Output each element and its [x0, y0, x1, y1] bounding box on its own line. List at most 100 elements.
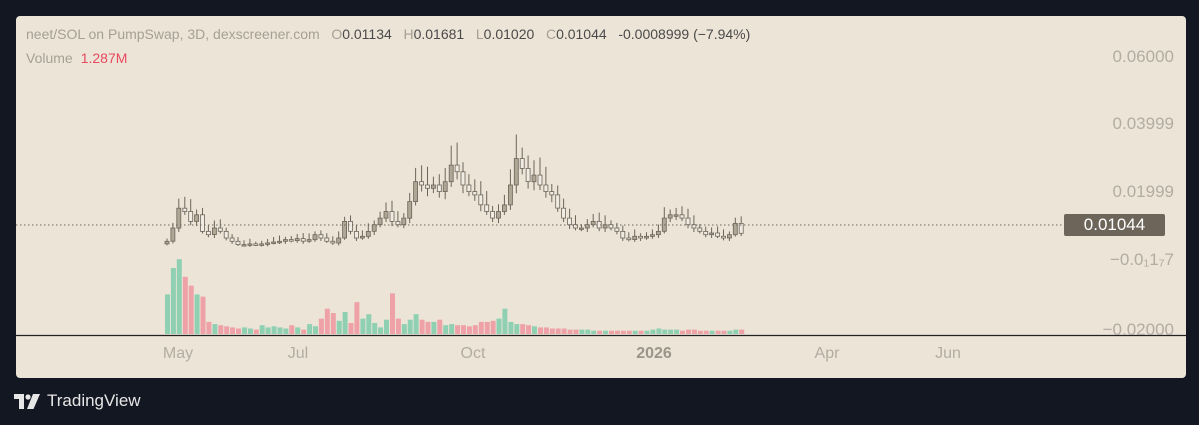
volume-bar — [253, 329, 259, 334]
volume-bar — [603, 330, 609, 334]
volume-bar — [378, 327, 384, 334]
volume-bar — [194, 294, 200, 334]
legend-close-label: C — [545, 26, 557, 42]
candle — [596, 212, 602, 232]
volume-bar — [674, 329, 680, 334]
candle — [229, 234, 235, 244]
candle — [697, 224, 703, 234]
volume-bar — [514, 324, 520, 334]
time-axis-label-apr: Apr — [814, 345, 840, 362]
candle — [348, 215, 353, 235]
candle — [543, 166, 549, 198]
candle — [466, 174, 472, 197]
candle — [513, 134, 519, 194]
candle — [205, 225, 211, 238]
volume-bar — [703, 330, 709, 334]
candle — [288, 236, 294, 243]
candle — [448, 145, 454, 187]
candle — [241, 240, 247, 247]
chart-panel[interactable]: neet/SOL on PumpSwap, 3D, dexscreener.co… — [16, 16, 1186, 378]
price-axis-label-0: 0.06000 — [1112, 47, 1174, 66]
volume-bar — [538, 327, 543, 334]
candle — [164, 238, 170, 246]
candle — [223, 227, 229, 241]
volume-bar — [265, 327, 271, 334]
candle — [519, 147, 525, 175]
candle — [490, 205, 496, 223]
volume-bar — [360, 318, 366, 334]
volume-bar — [526, 325, 532, 334]
volume-bar — [271, 326, 277, 334]
candle — [188, 199, 194, 226]
ohlc-legend: neet/SOL on PumpSwap, 3D, dexscreener.co… — [26, 26, 750, 42]
candle — [472, 179, 478, 201]
volume-bar — [407, 319, 413, 334]
volume-bar — [277, 327, 283, 334]
volume-bar — [555, 328, 561, 334]
candle — [395, 211, 401, 228]
candle — [525, 155, 531, 189]
volume-bar — [697, 330, 703, 334]
volume-bar — [508, 321, 514, 334]
volume-bar — [336, 320, 342, 334]
time-axis-label-jul: Jul — [287, 345, 309, 362]
candle — [430, 176, 436, 194]
tradingview-brand[interactable]: TradingView — [14, 391, 141, 411]
candle — [555, 185, 561, 212]
candle — [277, 235, 282, 244]
candle — [484, 191, 490, 215]
volume-bar — [218, 325, 224, 334]
volume-bar — [644, 330, 650, 334]
volume-bar — [466, 326, 472, 334]
volume-bar — [662, 329, 668, 334]
volume-bar — [206, 321, 212, 334]
time-axis-label-2026: 2026 — [636, 345, 672, 362]
last-price-tag: 0.01044 — [1064, 214, 1165, 236]
candle — [413, 167, 419, 206]
volume-bar — [372, 323, 378, 334]
candle — [573, 215, 578, 231]
candle — [691, 215, 697, 232]
volume-bar — [318, 318, 324, 334]
volume-bar — [632, 330, 638, 334]
legend-low-label: L — [475, 26, 484, 42]
volume-bar — [585, 329, 591, 334]
candle — [602, 215, 608, 232]
volume-bar — [691, 329, 697, 334]
candle — [531, 160, 537, 191]
brand-name: TradingView — [47, 391, 141, 410]
volume-bar — [597, 330, 603, 334]
volume-bar — [721, 330, 727, 334]
candle — [496, 204, 501, 224]
candle — [200, 207, 205, 234]
volume-bar — [715, 330, 721, 334]
volume-bar — [502, 308, 508, 334]
volume-bar — [686, 329, 691, 334]
volume-bar — [236, 328, 241, 334]
candle — [679, 206, 685, 222]
candle — [383, 202, 389, 223]
price-chart[interactable] — [16, 16, 1186, 378]
candle — [501, 194, 507, 215]
volume-bar — [443, 325, 449, 334]
volume-bar — [176, 259, 182, 334]
volume-bar — [188, 285, 194, 334]
candle — [419, 165, 425, 192]
candle — [632, 229, 638, 242]
price-axis-label-4: −0.02000 — [1102, 320, 1174, 339]
candle — [567, 208, 572, 229]
volume-bar — [620, 330, 626, 334]
volume-bar — [413, 314, 419, 334]
candle — [353, 225, 359, 241]
volume-bar — [626, 330, 632, 334]
candle — [371, 220, 377, 235]
volume-bar — [182, 276, 188, 334]
candle — [727, 231, 732, 241]
legend-high-value: 0.01681 — [413, 26, 465, 42]
candle — [389, 200, 395, 227]
volume-bar — [567, 329, 573, 334]
volume-bar — [739, 329, 745, 334]
volume-bar — [200, 296, 206, 334]
candle — [721, 229, 726, 241]
candle — [626, 232, 632, 242]
